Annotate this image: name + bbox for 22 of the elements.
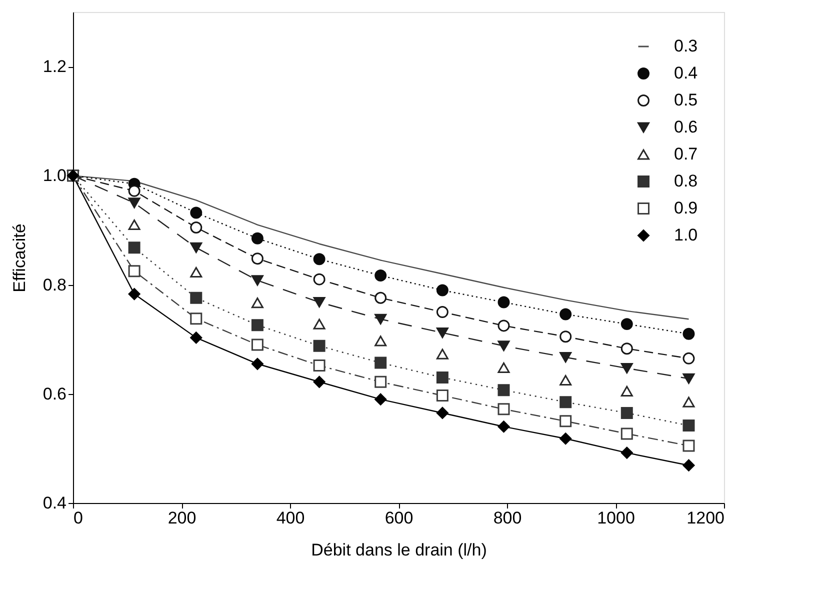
y-tick-label: 0.6 <box>42 384 66 404</box>
x-tick-label: 800 <box>493 508 522 528</box>
legend-label: 0.9 <box>674 198 698 218</box>
x-tick-label: 0 <box>74 508 83 528</box>
y-tick-label: 0.4 <box>42 494 66 512</box>
legend-label: 1.0 <box>674 226 698 244</box>
legend-label: 0.7 <box>674 144 698 164</box>
y-tick-label: 0.8 <box>42 275 66 294</box>
legend-label: 0.4 <box>674 64 698 82</box>
x-axis-title: Débit dans le drain (l/h) <box>311 540 487 560</box>
y-tick-label: 1.2 <box>42 57 66 76</box>
x-tick-label: 1000 <box>597 508 635 528</box>
y-axis-title: Efficacité <box>10 224 29 292</box>
legend-label: 0.8 <box>674 172 698 190</box>
x-tick-label: 1200 <box>686 508 724 528</box>
x-tick-label: 600 <box>384 508 414 528</box>
x-tick-label: 200 <box>168 508 196 528</box>
legend-label: 0.5 <box>674 90 698 110</box>
legend-label: 0.3 <box>674 36 698 56</box>
legend-label: 0.6 <box>674 118 698 136</box>
x-tick-label: 400 <box>276 508 305 528</box>
y-tick-label: 1.0 <box>42 166 66 186</box>
